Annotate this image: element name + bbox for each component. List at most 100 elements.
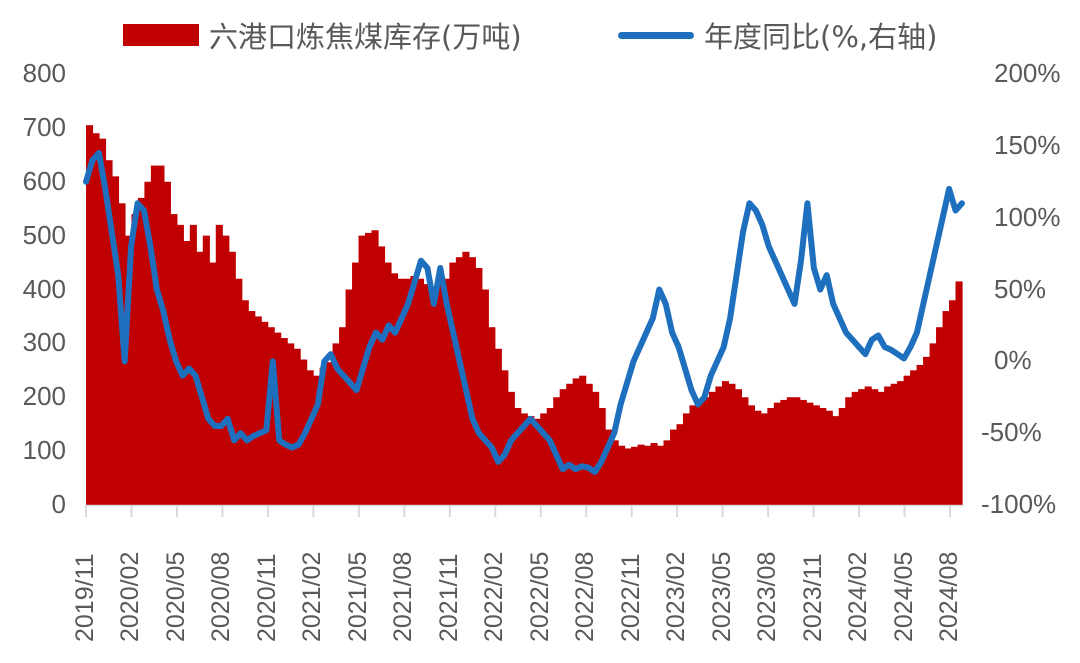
right-tick-label: -50% bbox=[981, 417, 1042, 448]
inventory-bar bbox=[384, 262, 392, 505]
inventory-bar bbox=[423, 284, 431, 505]
inventory-bar bbox=[222, 235, 230, 506]
inventory-bar bbox=[929, 343, 937, 506]
inventory-bar bbox=[845, 397, 853, 505]
inventory-bar bbox=[520, 413, 528, 505]
inventory-bar bbox=[390, 273, 399, 505]
right-tick-label: 150% bbox=[994, 129, 1061, 160]
inventory-bar bbox=[741, 397, 749, 505]
inventory-bar bbox=[345, 289, 353, 505]
inventory-bar bbox=[734, 389, 742, 505]
inventory-bar bbox=[864, 386, 872, 505]
inventory-bar bbox=[196, 251, 204, 505]
inventory-bar bbox=[98, 138, 107, 505]
inventory-bar bbox=[144, 181, 152, 505]
inventory-bar bbox=[533, 418, 541, 505]
inventory-bar bbox=[92, 133, 100, 505]
legend-item-inventory: 六港口炼焦煤库存(万吨) bbox=[123, 14, 522, 56]
x-tick-label: 2021/05 bbox=[343, 551, 372, 642]
inventory-bar bbox=[105, 160, 113, 505]
inventory-bar bbox=[897, 381, 905, 505]
inventory-bar bbox=[488, 327, 496, 505]
inventory-bar bbox=[936, 327, 944, 505]
right-tick-label: 0% bbox=[994, 345, 1032, 376]
inventory-bar bbox=[319, 367, 327, 505]
x-tick-label: 2020/05 bbox=[161, 551, 190, 642]
inventory-bars bbox=[86, 125, 963, 506]
inventory-bar bbox=[507, 391, 515, 505]
inventory-bar bbox=[306, 370, 314, 505]
inventory-bar bbox=[436, 284, 444, 505]
inventory-bar bbox=[825, 410, 833, 505]
legend-label-yoy: 年度同比(%,右轴) bbox=[704, 20, 938, 54]
inventory-bar bbox=[371, 230, 379, 506]
inventory-bar bbox=[670, 429, 678, 505]
inventory-bar bbox=[858, 389, 866, 505]
x-tick-label: 2023/02 bbox=[662, 551, 691, 642]
x-tick-label: 2020/08 bbox=[207, 551, 236, 642]
inventory-bar bbox=[806, 402, 814, 505]
inventory-bar bbox=[631, 446, 639, 505]
x-tick-label: 2023/11 bbox=[798, 553, 827, 642]
inventory-bar bbox=[650, 443, 658, 505]
left-tick-label: 500 bbox=[22, 219, 66, 250]
inventory-bar bbox=[851, 391, 859, 505]
bar-swatch-icon bbox=[123, 24, 199, 46]
inventory-bar bbox=[747, 405, 755, 505]
x-tick-label: 2021/02 bbox=[298, 551, 327, 642]
inventory-bar bbox=[293, 348, 301, 505]
inventory-bar bbox=[728, 383, 736, 505]
inventory-bar bbox=[261, 321, 269, 505]
x-tick-label: 2021/11 bbox=[434, 553, 463, 642]
inventory-bar bbox=[481, 289, 489, 505]
inventory-bar bbox=[903, 375, 911, 505]
inventory-bar bbox=[916, 364, 924, 505]
inventory-bar bbox=[832, 416, 840, 505]
inventory-bar bbox=[468, 257, 476, 505]
x-tick-label: 2020/11 bbox=[252, 553, 281, 642]
left-tick-label: 600 bbox=[22, 165, 66, 196]
inventory-bar bbox=[605, 429, 613, 505]
inventory-bar bbox=[416, 278, 425, 505]
inventory-bar bbox=[682, 413, 691, 505]
inventory-bar bbox=[475, 267, 483, 505]
inventory-bar bbox=[955, 281, 963, 505]
inventory-bar bbox=[339, 327, 347, 505]
inventory-bar bbox=[111, 176, 120, 506]
inventory-bar bbox=[566, 383, 574, 505]
inventory-bar bbox=[942, 311, 950, 505]
x-tick-label: 2024/05 bbox=[889, 551, 918, 642]
left-tick-label: 200 bbox=[22, 381, 66, 412]
right-tick-label: 200% bbox=[994, 58, 1061, 88]
inventory-bar bbox=[429, 289, 437, 505]
x-tick-label: 2023/05 bbox=[707, 551, 736, 642]
inventory-bar bbox=[365, 232, 373, 505]
inventory-bar bbox=[494, 348, 502, 505]
inventory-bar bbox=[767, 408, 775, 505]
inventory-bar bbox=[455, 257, 463, 505]
inventory-bar bbox=[157, 165, 165, 505]
left-tick-label: 0 bbox=[51, 489, 66, 519]
left-tick-label: 700 bbox=[22, 111, 66, 142]
inventory-bar bbox=[877, 391, 885, 505]
line-swatch-icon bbox=[618, 31, 694, 39]
right-tick-label: 50% bbox=[994, 273, 1047, 304]
inventory-bar bbox=[637, 444, 645, 505]
inventory-bar bbox=[689, 405, 697, 505]
inventory-bar bbox=[793, 397, 801, 505]
inventory-bar bbox=[702, 397, 710, 505]
legend-item-yoy: 年度同比(%,右轴) bbox=[618, 14, 937, 56]
inventory-bar bbox=[572, 378, 580, 505]
inventory-bar bbox=[910, 370, 918, 505]
x-tick-label: 2022/05 bbox=[525, 551, 554, 642]
inventory-bar bbox=[644, 445, 652, 505]
inventory-bar bbox=[624, 448, 632, 505]
x-tick-label: 2022/02 bbox=[480, 551, 509, 642]
inventory-bar bbox=[527, 416, 535, 505]
inventory-bar bbox=[871, 389, 879, 505]
inventory-bar bbox=[657, 445, 665, 505]
legend-label-inventory: 六港口炼焦煤库存(万吨) bbox=[209, 20, 522, 54]
inventory-bar bbox=[163, 181, 171, 505]
inventory-bar bbox=[86, 125, 94, 506]
